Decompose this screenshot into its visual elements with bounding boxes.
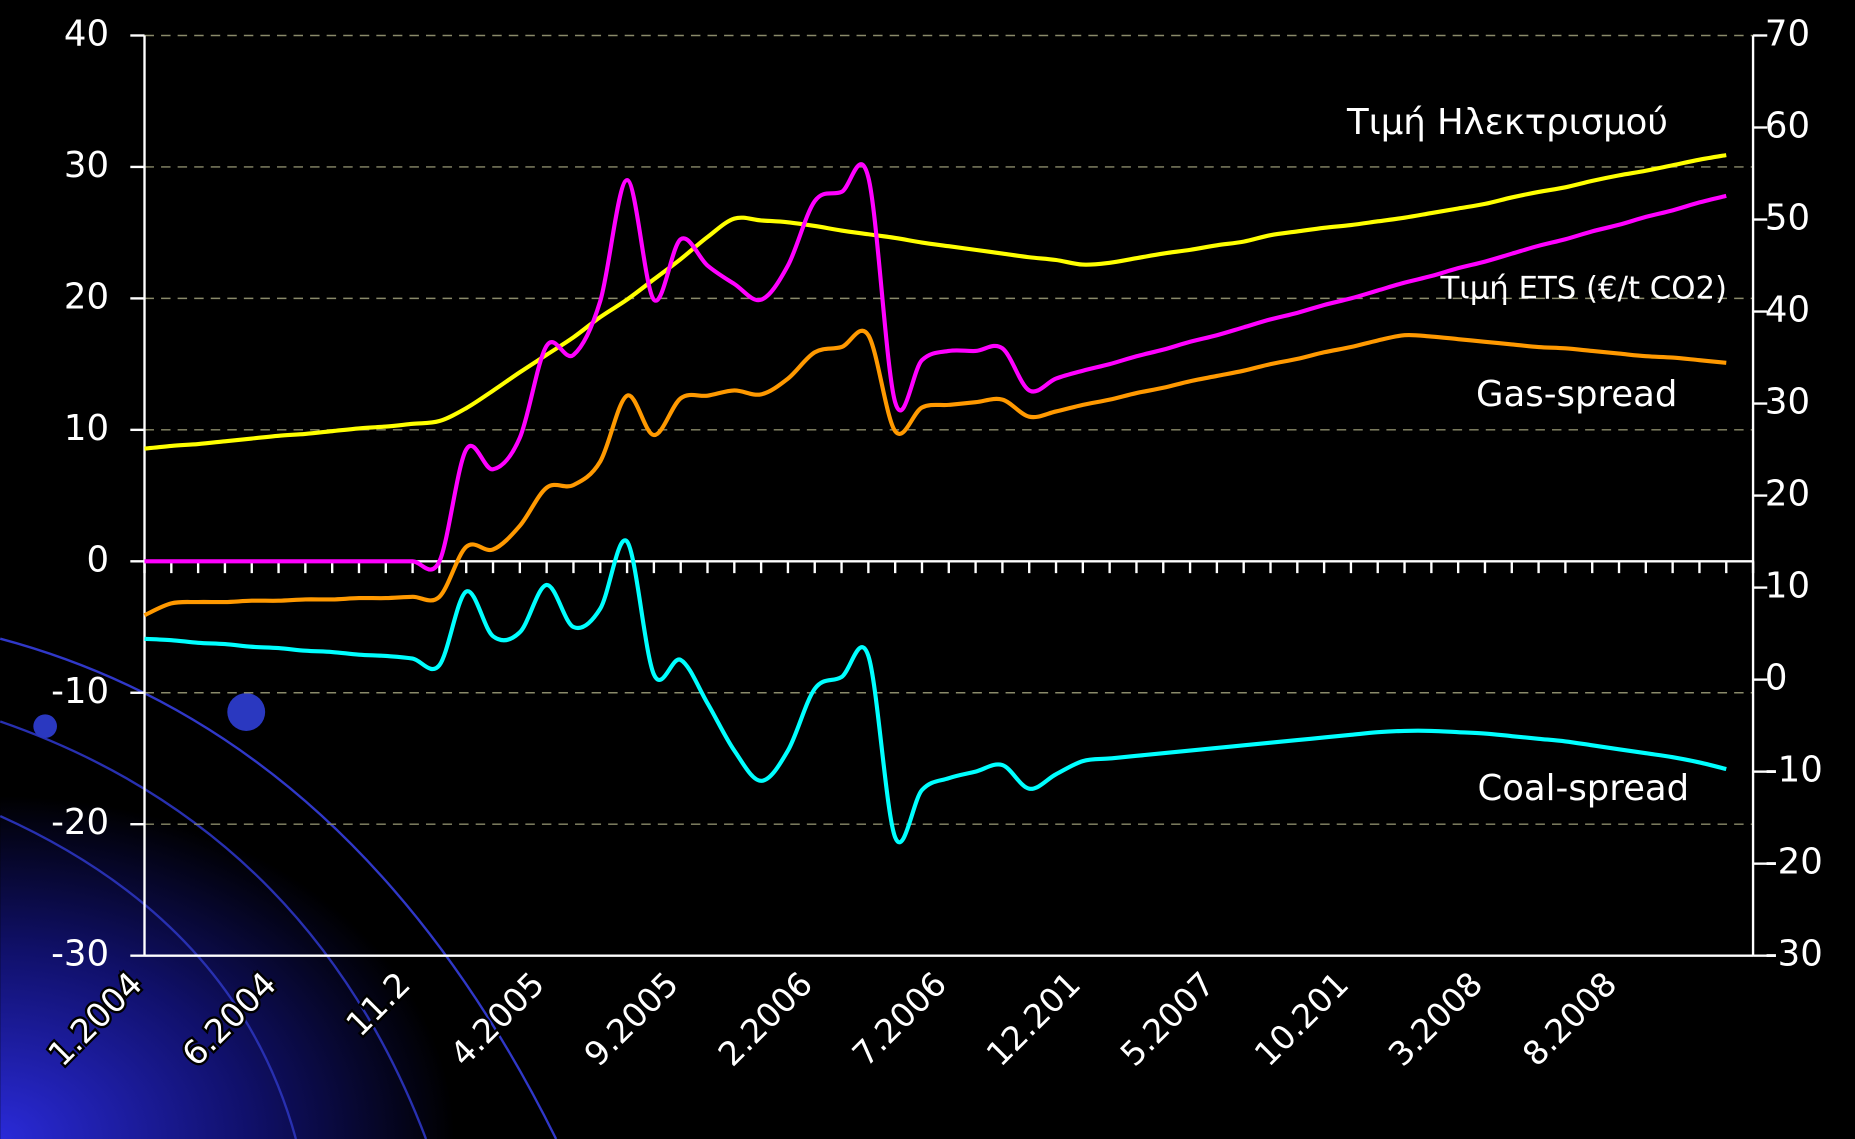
decor-arc bbox=[0, 815, 298, 1139]
y2-tick-label: 10 bbox=[1765, 566, 1810, 607]
y2-tick-label: 60 bbox=[1765, 106, 1810, 147]
series-label: Coal-spread bbox=[1477, 768, 1689, 809]
y-tick-label: 10 bbox=[64, 408, 109, 449]
series-line bbox=[143, 328, 1727, 618]
series-label: Τιμή ETS (€/t CO2) bbox=[1440, 270, 1728, 306]
series-label: Gas-spread bbox=[1476, 374, 1677, 415]
y2-tick-label: 0 bbox=[1765, 658, 1788, 699]
decor-arc bbox=[0, 637, 558, 1139]
y2-tick-label: -10 bbox=[1765, 750, 1823, 791]
y-tick-label: 40 bbox=[64, 13, 109, 54]
series-line bbox=[144, 538, 1727, 845]
y-tick-label: 20 bbox=[64, 276, 109, 317]
series-line bbox=[144, 162, 1727, 572]
series-line bbox=[144, 153, 1727, 451]
y2-tick-label: 70 bbox=[1765, 13, 1810, 54]
y2-tick-label: -30 bbox=[1765, 934, 1823, 975]
y-tick-label: -30 bbox=[51, 934, 109, 975]
y-tick-label: 30 bbox=[64, 145, 109, 186]
y2-tick-label: 50 bbox=[1765, 198, 1810, 239]
y2-tick-label: 20 bbox=[1765, 474, 1810, 515]
y-tick-label: 0 bbox=[86, 539, 109, 580]
y-tick-label: -20 bbox=[51, 802, 109, 843]
y-tick-label: -10 bbox=[51, 671, 109, 712]
series-label: Τιμή Ηλεκτρισμού bbox=[1346, 102, 1668, 143]
background-glow bbox=[0, 567, 758, 1139]
y2-tick-label: -20 bbox=[1765, 842, 1823, 883]
y2-tick-label: 30 bbox=[1765, 382, 1810, 423]
decor-arc bbox=[0, 720, 428, 1139]
decor-dot bbox=[33, 714, 57, 739]
y2-tick-label: 40 bbox=[1765, 290, 1810, 331]
decor-dot bbox=[227, 693, 266, 731]
